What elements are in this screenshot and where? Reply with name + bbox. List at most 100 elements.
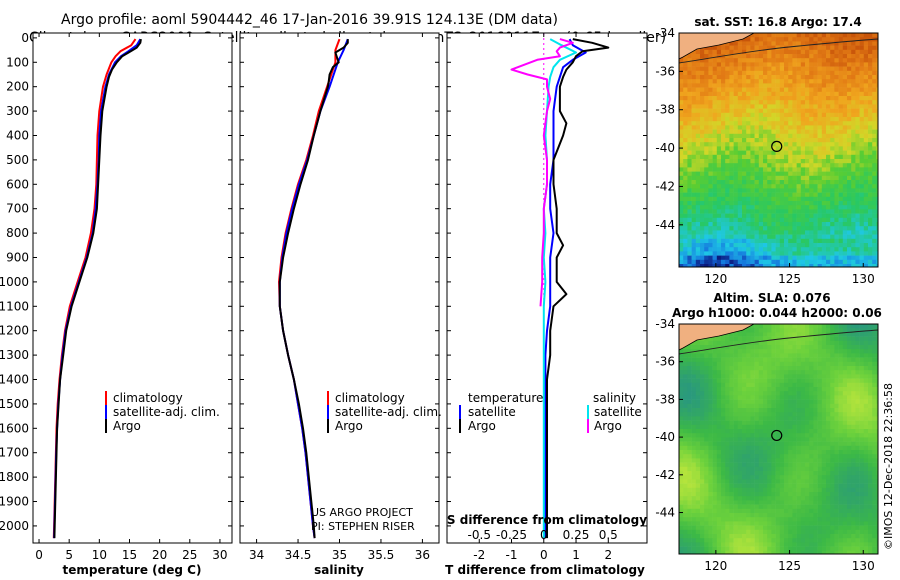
map-cell: [851, 58, 856, 63]
map-cell: [834, 395, 839, 400]
map-cell: [683, 129, 688, 135]
map-cell: [737, 429, 743, 434]
map-cell: [809, 475, 814, 480]
map-cell: [725, 500, 730, 505]
map-cell: [788, 264, 793, 267]
map-cell: [830, 79, 835, 84]
map-cell: [792, 163, 797, 168]
map-cell: [838, 382, 844, 388]
map-cell: [800, 324, 806, 329]
map-cell: [737, 129, 743, 135]
map-cell: [779, 188, 785, 193]
map-cell: [872, 420, 877, 426]
map-cell: [687, 129, 692, 135]
map-cell: [687, 205, 692, 210]
map-cell: [679, 416, 684, 421]
map-cell: [742, 129, 747, 135]
map-cell: [842, 399, 848, 405]
map-cell: [758, 466, 764, 472]
map-cell: [809, 424, 814, 430]
map-cell: [859, 462, 865, 468]
map-cell: [851, 201, 856, 206]
map-cell: [742, 387, 747, 392]
map-cell: [712, 433, 718, 438]
map-cell: [876, 399, 878, 405]
map-cell: [750, 500, 755, 505]
map-cell: [767, 247, 772, 252]
map-cell: [813, 79, 818, 84]
map-cell: [737, 420, 743, 426]
map-cell: [733, 66, 739, 72]
map-cell: [779, 445, 785, 451]
map-cell: [775, 378, 781, 384]
map-cell: [851, 324, 856, 329]
map-cell: [679, 201, 684, 206]
map-cell: [695, 222, 701, 227]
map-cell: [876, 33, 878, 38]
map-cell: [742, 180, 747, 185]
map-cell: [826, 70, 831, 76]
map-cell: [763, 403, 768, 409]
map-cell: [683, 117, 688, 122]
map-cell: [758, 387, 764, 392]
map-cell: [725, 424, 730, 430]
map-cell: [859, 450, 865, 455]
map-cell: [830, 340, 835, 346]
map-cell: [876, 243, 878, 248]
map-cell: [754, 180, 760, 185]
map-cell: [683, 382, 688, 388]
map-cell: [800, 104, 806, 109]
map-cell: [847, 479, 852, 484]
map-cell: [721, 125, 726, 130]
map-cell: [750, 412, 755, 417]
map-cell: [868, 471, 873, 476]
map-cell: [700, 138, 705, 143]
map-cell: [712, 112, 718, 118]
map-cell: [788, 378, 793, 384]
map-cell: [872, 247, 877, 252]
map-cell: [716, 238, 722, 244]
map-cell: [750, 54, 755, 59]
map-cell: [855, 387, 860, 392]
map-cell: [716, 209, 722, 214]
map-cell: [809, 171, 814, 177]
map-cell: [792, 408, 797, 413]
map-cell: [842, 146, 848, 151]
map-cell: [737, 255, 743, 261]
map-cell: [868, 399, 873, 405]
map-cell: [796, 184, 802, 189]
map-cell: [750, 201, 755, 206]
map-cell: [796, 163, 802, 168]
map-cell: [695, 175, 701, 181]
map-cell: [775, 332, 781, 337]
map-cell: [695, 395, 701, 400]
map-cell: [800, 58, 806, 63]
map-cell: [775, 37, 781, 42]
map-cell: [834, 150, 839, 156]
map-cell: [767, 230, 772, 235]
map-cell: [779, 83, 785, 88]
map-cell: [721, 349, 726, 354]
map-cell: [855, 445, 860, 451]
map-cell: [796, 433, 802, 438]
map-cell: [742, 96, 747, 101]
map-cell: [771, 163, 776, 168]
map-cell: [767, 378, 772, 384]
map-cell: [872, 142, 877, 147]
map-cell: [792, 87, 797, 93]
map-cell: [691, 458, 697, 463]
map-cell: [750, 366, 755, 371]
map-cell: [729, 332, 734, 337]
map-cell: [868, 238, 873, 244]
map-cell: [805, 387, 810, 392]
map-cell: [695, 100, 701, 105]
map-cell: [838, 167, 844, 172]
map-cell: [851, 188, 856, 193]
map-cell: [754, 129, 760, 135]
map-cell: [683, 500, 688, 505]
map-cell: [742, 230, 747, 235]
map-cell: [742, 142, 747, 147]
map-cell: [775, 196, 781, 202]
map-cell: [679, 462, 684, 468]
map-cell: [838, 357, 844, 363]
